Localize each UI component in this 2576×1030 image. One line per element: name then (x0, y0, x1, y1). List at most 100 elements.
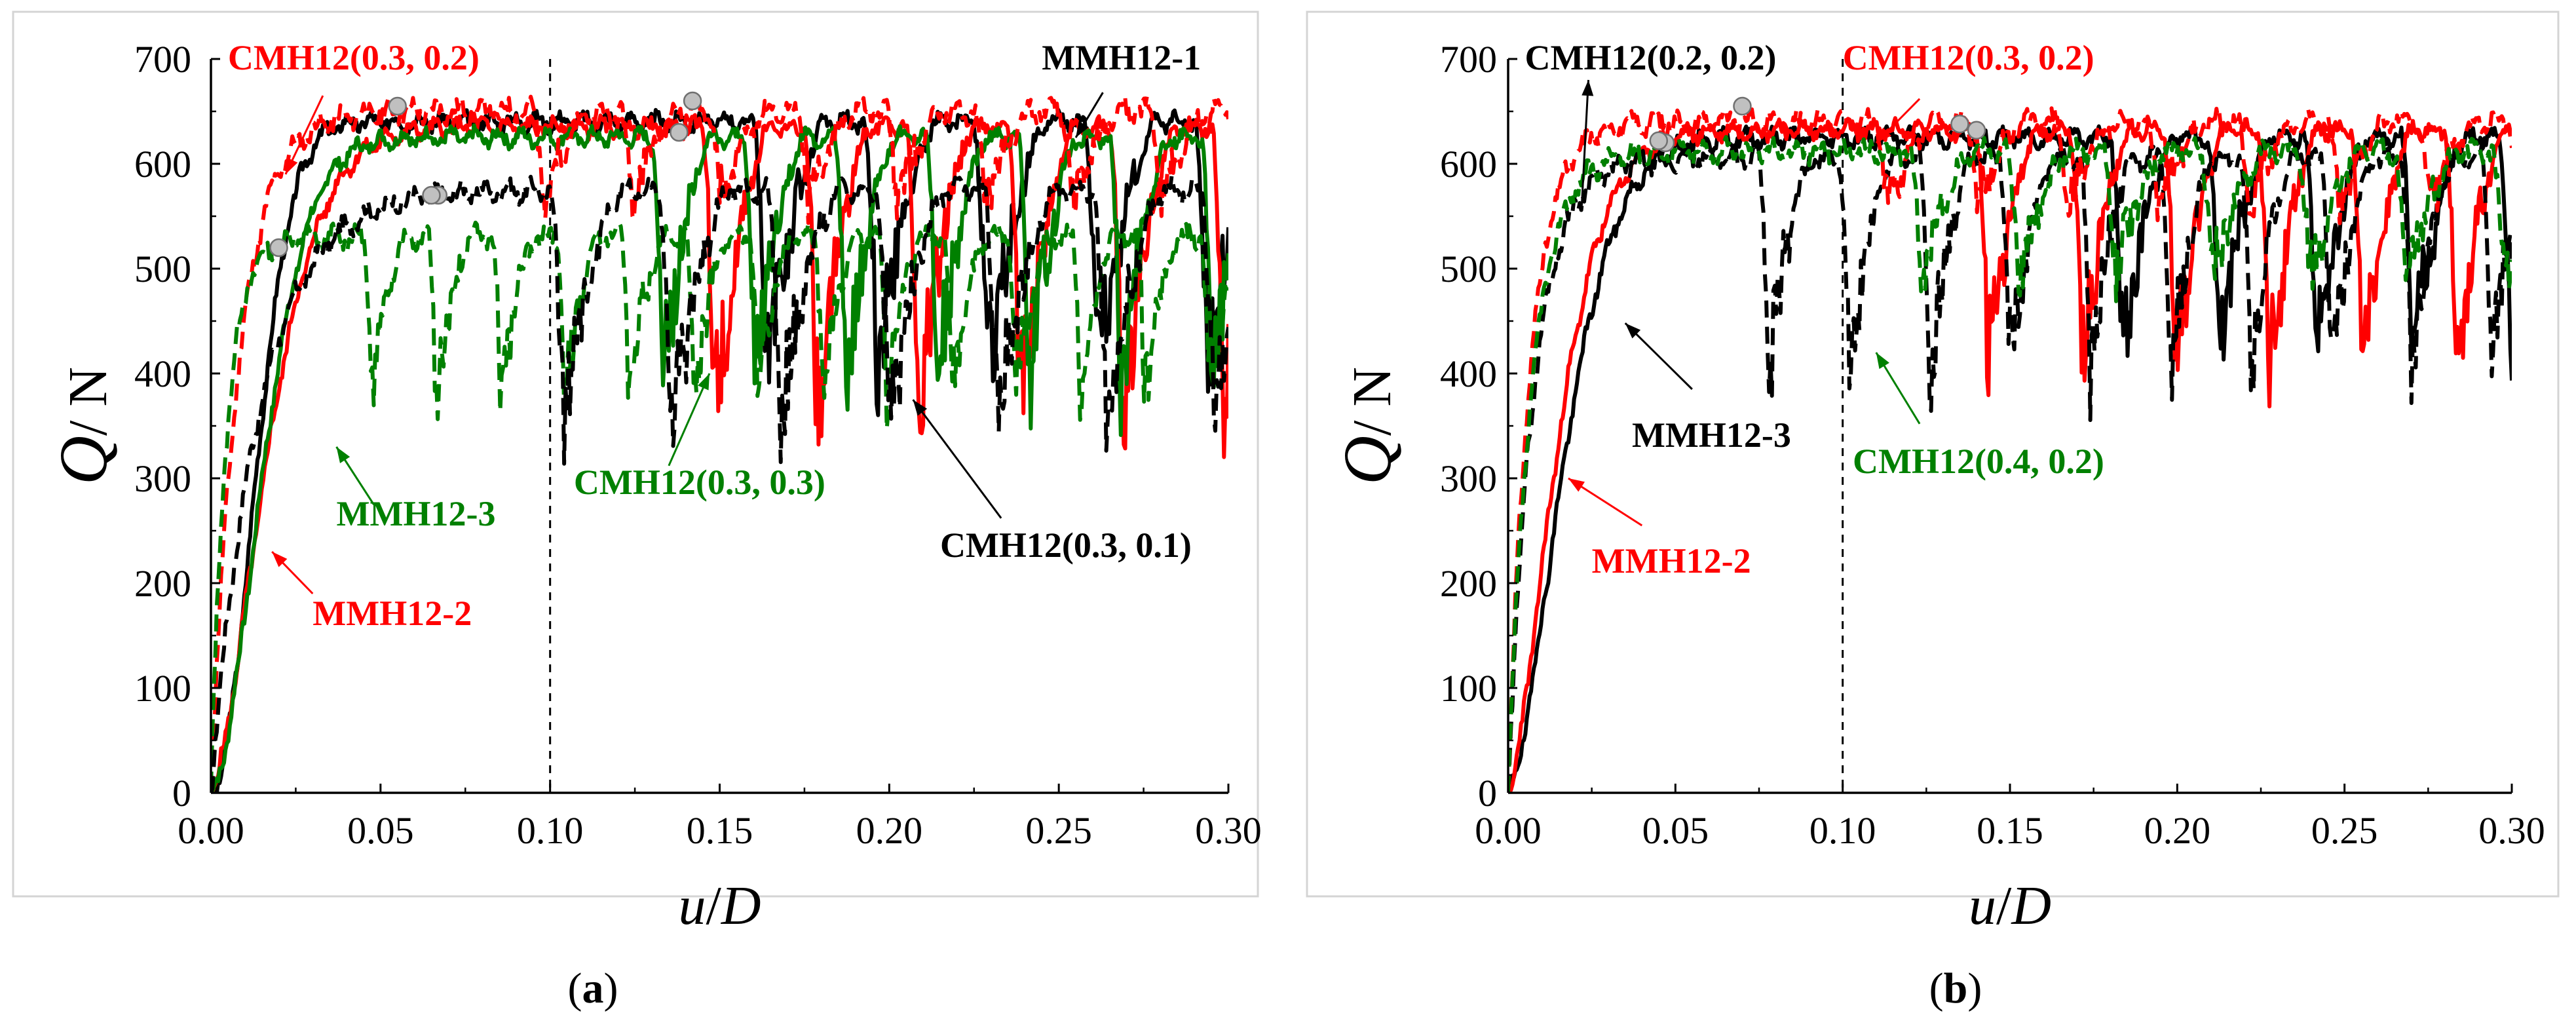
panel-b-series-cmh12-0-2-0-2 (1508, 142, 2512, 792)
panel-b-series-cmh12-0-4-0-2 (1508, 135, 2512, 793)
panel-b-x-tick-label: 0.30 (2478, 809, 2545, 852)
panel-a-x-tick-label: 0.05 (347, 809, 414, 852)
panel-a-x-tick-label: 0.30 (1195, 809, 1262, 852)
panel-b-y-tick-label: 0 (1478, 772, 1497, 814)
panel-a-x-tick-label: 0.25 (1025, 809, 1092, 852)
panel-a-x-tick-label: 0.00 (178, 809, 244, 852)
panel-b-x-axis-sep: / (1996, 875, 2012, 936)
panel-a-arrowhead-4 (698, 373, 710, 391)
panel-a-arrowhead-0 (285, 157, 298, 174)
panel-a-label-cmh12-0-3-0-1: CMH12(0.3, 0.1) (940, 525, 1192, 565)
panel-a-series-cmh12-0-3-0-1 (211, 173, 1228, 793)
panel-b-y-axis-unit: N (1342, 367, 1403, 407)
panel-b-arrowhead-3 (1876, 353, 1889, 370)
panel-b-label-cmh12-0-4-0-2: CMH12(0.4, 0.2) (1853, 442, 2104, 481)
panel-b-arrowhead-1 (1876, 127, 1892, 143)
panel-a-arrowhead-2 (336, 447, 350, 464)
panel-b-y-tick-label: 500 (1440, 248, 1497, 290)
panel-b-y-tick-label: 600 (1440, 143, 1497, 185)
panel-b-label-mmh12-3: MMH12-3 (1632, 415, 1791, 455)
panel-b-x-tick-label: 0.15 (1977, 809, 2043, 852)
panel-b-peak-markers (1649, 96, 1986, 153)
panel-a-arrowhead-5 (913, 400, 928, 416)
panel-b-arrowhead-0 (1582, 80, 1594, 96)
panel-b-peak-marker-cmh12-0-3-0-2 (1733, 96, 1752, 116)
panel-a-y-tick-label: 500 (134, 248, 191, 290)
panel-b-x-tick-label: 0.20 (2144, 809, 2211, 852)
panel-a: CMH12(0.3, 0.2) MMH12-1 MMH12-3 MMH12-2 CMH1… (12, 10, 1262, 1012)
panel-b-curves (1508, 59, 2512, 793)
panel-b-x-tick-label: 0.25 (2311, 809, 2378, 852)
panel-a-peak-marker-mmh12-2 (670, 123, 689, 142)
panel-b-label-cmh12-0-2-0-2: CMH12(0.2, 0.2) (1525, 38, 1777, 77)
panel-b-y-tick-label: 300 (1440, 457, 1497, 500)
panel-b-arrowhead-2 (1625, 323, 1641, 339)
panel-b-y-tick-label: 400 (1440, 353, 1497, 395)
panel-a-x-axis-den: D (721, 875, 761, 936)
panel-a-x-axis-var: u (678, 875, 706, 936)
panel-a-label-cmh12-0-3-0-2: CMH12(0.3, 0.2) (228, 38, 480, 77)
panel-a-arrow-4 (668, 373, 711, 467)
panel-b-peak-marker-cmh12-0-4-0-2 (1649, 131, 1669, 151)
panel-a-y-tick-label: 300 (134, 457, 191, 500)
panel-a-y-axis-title: Q/ N (46, 367, 121, 485)
panel-a-peak-marker-mmh12-1 (683, 91, 702, 111)
panel-b-y-tick-label: 200 (1440, 562, 1497, 605)
panel-a-peak-markers (269, 91, 702, 258)
panel-a-x-axis-title: u/D (678, 875, 761, 936)
panel-b-y-axis-sep: / (1342, 407, 1403, 436)
panel-a-y-axis-unit: N (58, 367, 119, 407)
panel-b: CMH12(0.2, 0.2) CMH12(0.3, 0.2) MMH12-3 CMH… (1306, 10, 2560, 1012)
panel-b-y-axis-title: Q/ N (1330, 367, 1405, 485)
panel-a-label-mmh12-2: MMH12-2 (313, 594, 472, 633)
panel-b-x-axis-title: u/D (1969, 875, 2051, 936)
panel-a-x-axis-sep: / (706, 875, 721, 936)
panel-b-peak-marker-mmh12-3 (1967, 121, 1986, 140)
panel-a-series-cmh12-0-3-0-3 (211, 220, 1228, 789)
panel-a-curves (211, 59, 1228, 793)
panel-a-peak-marker-cmh12-0-3-0-3 (269, 238, 288, 258)
panel-b-annotations: CMH12(0.2, 0.2) CMH12(0.3, 0.2) MMH12-3 CMH… (1525, 38, 2104, 581)
panel-a-label-mmh12-1: MMH12-1 (1042, 38, 1201, 77)
panel-b-axes: 0 100 200 300 400 500 600 700 0.00 0.05 0.10 0.15 0.… (1330, 38, 2545, 936)
panel-b-label-cmh12-0-3-0-2: CMH12(0.3, 0.2) (1843, 38, 2094, 77)
panel-a-peak-marker-cmh12-0-3-0-2 (388, 96, 407, 116)
panel-b-x-tick-label: 0.10 (1809, 809, 1876, 852)
panel-a-annotations: CMH12(0.3, 0.2) MMH12-1 MMH12-3 MMH12-2 CMH1… (228, 38, 1201, 633)
panel-b-series-cmh12-0-3-0-2 (1508, 106, 2512, 793)
panel-a-label-mmh12-3: MMH12-3 (337, 494, 496, 533)
panel-b-x-tick-label: 0.00 (1475, 809, 1542, 852)
panel-b-y-tick-label: 700 (1440, 38, 1497, 81)
panel-a-y-tick-label: 0 (172, 772, 191, 814)
panel-a-arrowhead-3 (272, 552, 288, 567)
panel-b-y-axis-var: Q (1330, 436, 1405, 485)
panel-a-peak-marker-cmh12-0-3-0-1 (422, 185, 441, 205)
panel-b-caption: (b) (1929, 964, 1982, 1012)
panel-a-x-tick-label: 0.20 (856, 809, 923, 852)
panel-b-caption-letter: b (1944, 964, 1968, 1012)
panel-b-label-mmh12-2: MMH12-2 (1592, 541, 1751, 581)
panel-b-peak-marker-mmh12-2 (1950, 114, 1969, 134)
panel-b-x-tick-label: 0.05 (1642, 809, 1709, 852)
panel-a-caption: (a) (568, 964, 618, 1012)
panel-a-caption-letter: a (582, 964, 604, 1012)
panel-a-y-axis-sep: / (58, 407, 119, 436)
panel-a-y-tick-label: 400 (134, 353, 191, 395)
panel-a-arrow-5 (912, 399, 1002, 519)
panel-b-series-mmh12-2 (1508, 116, 2512, 793)
panel-a-y-tick-label: 100 (134, 667, 191, 710)
panel-b-arrowhead-4 (1568, 478, 1585, 492)
panel-a-y-tick-label: 200 (134, 562, 191, 605)
panel-b-x-axis-den: D (2011, 875, 2051, 936)
panel-a-series-mmh12-3 (211, 123, 1228, 793)
panel-a-y-axis-var: Q (46, 436, 121, 485)
panel-a-x-tick-label: 0.10 (517, 809, 584, 852)
panel-b-x-axis-var: u (1969, 875, 1996, 936)
panel-b-y-tick-label: 100 (1440, 667, 1497, 710)
panel-a-axes: 0 100 200 300 400 500 600 700 0.00 0.05 0.10 0.15 0.… (46, 38, 1262, 936)
panel-a-label-cmh12-0-3-0-3: CMH12(0.3, 0.3) (574, 463, 825, 502)
panel-a-x-tick-label: 0.15 (687, 809, 753, 852)
panel-a-y-tick-label: 600 (134, 143, 191, 185)
panel-a-series-cmh12-0-3-0-2 (211, 94, 1228, 793)
